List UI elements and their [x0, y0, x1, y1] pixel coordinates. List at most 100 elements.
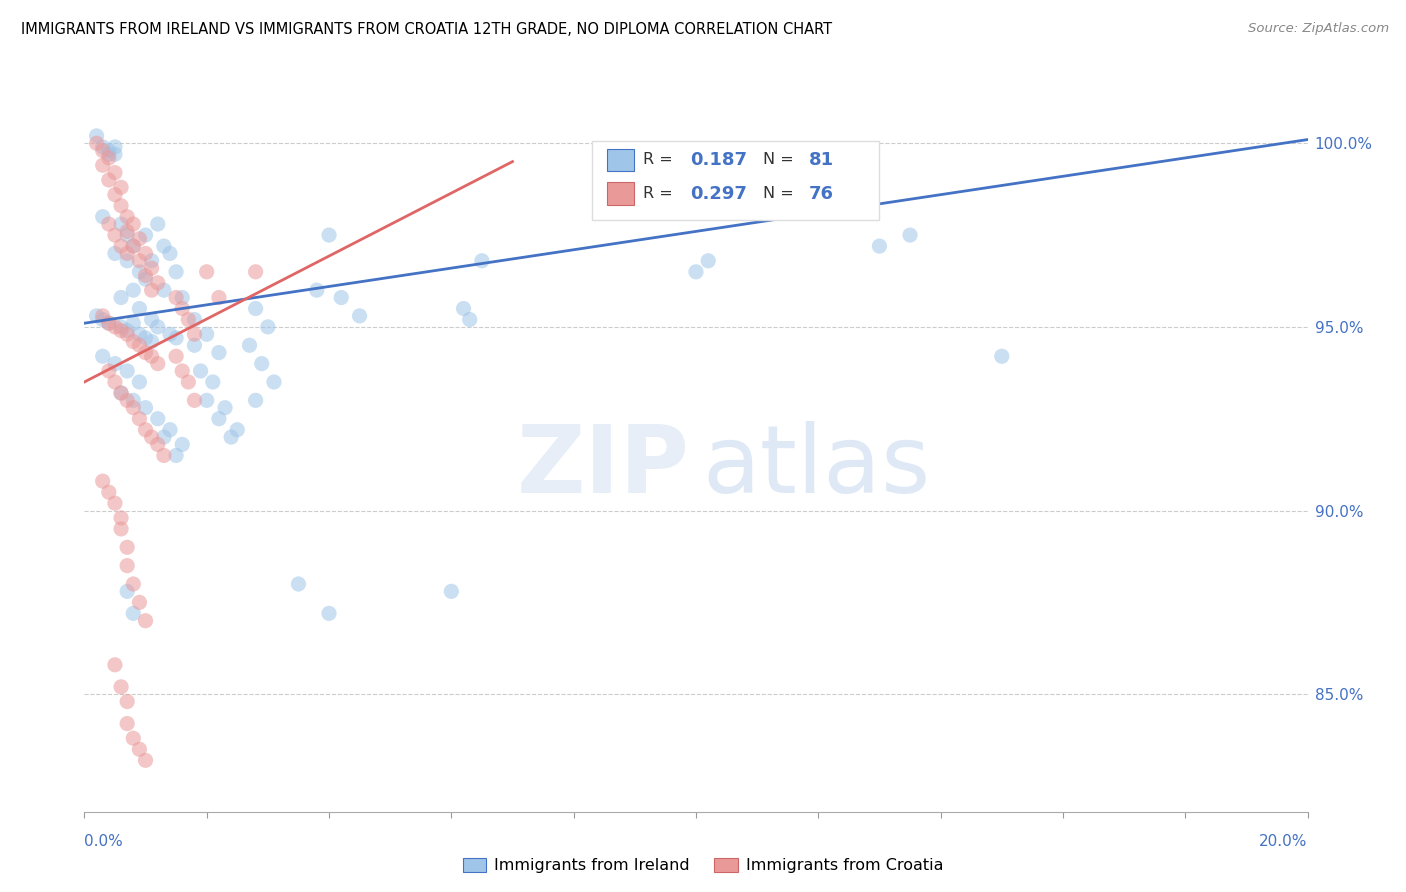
Point — [104, 496, 127, 510]
Point — [104, 140, 127, 154]
Point — [245, 393, 267, 408]
Point — [115, 324, 138, 338]
Point — [91, 158, 114, 172]
Point — [245, 265, 267, 279]
Point — [104, 228, 127, 243]
Point — [110, 319, 132, 334]
Text: 76: 76 — [808, 185, 834, 202]
Point — [97, 316, 120, 330]
Point — [318, 607, 340, 621]
Point — [97, 217, 120, 231]
Point — [110, 217, 132, 231]
Point — [208, 291, 231, 305]
Point — [440, 584, 463, 599]
Point — [91, 474, 114, 488]
Point — [128, 301, 150, 316]
Point — [97, 364, 120, 378]
Point — [146, 217, 169, 231]
Point — [135, 345, 157, 359]
Point — [141, 349, 163, 363]
Point — [141, 261, 163, 276]
Point — [122, 316, 145, 330]
Point — [122, 393, 145, 408]
Point — [153, 239, 176, 253]
Point — [115, 716, 138, 731]
Point — [122, 283, 145, 297]
Point — [110, 386, 132, 401]
Point — [91, 312, 114, 326]
Point — [104, 246, 127, 260]
Point — [146, 276, 169, 290]
Text: 0.297: 0.297 — [690, 185, 747, 202]
Point — [110, 239, 132, 253]
Point — [135, 423, 157, 437]
Point — [122, 577, 145, 591]
Point — [86, 309, 108, 323]
Point — [159, 327, 181, 342]
Point — [287, 577, 309, 591]
Text: atlas: atlas — [702, 421, 931, 513]
Point — [183, 312, 205, 326]
Point — [190, 364, 212, 378]
Point — [110, 180, 132, 194]
Point — [115, 541, 138, 555]
Point — [110, 511, 132, 525]
Bar — [606, 149, 634, 171]
Point — [115, 246, 138, 260]
Point — [122, 334, 145, 349]
Point — [91, 140, 114, 154]
Point — [91, 349, 114, 363]
Point — [141, 430, 163, 444]
Point — [115, 327, 138, 342]
Point — [146, 319, 169, 334]
Text: IMMIGRANTS FROM IRELAND VS IMMIGRANTS FROM CROATIA 12TH GRADE, NO DIPLOMA CORREL: IMMIGRANTS FROM IRELAND VS IMMIGRANTS FR… — [21, 22, 832, 37]
Point — [898, 228, 921, 243]
Point — [153, 449, 176, 463]
Point — [104, 187, 127, 202]
Point — [97, 151, 120, 165]
Point — [172, 301, 194, 316]
Point — [208, 411, 231, 425]
Point — [128, 265, 150, 279]
Point — [226, 423, 249, 437]
Text: ZIP: ZIP — [517, 421, 690, 513]
Point — [110, 386, 132, 401]
Point — [128, 338, 150, 352]
Point — [135, 228, 157, 243]
Point — [104, 319, 127, 334]
Point — [104, 147, 127, 161]
Point — [991, 349, 1014, 363]
Point — [97, 316, 120, 330]
Point — [135, 268, 157, 283]
Point — [195, 393, 218, 408]
Point — [330, 291, 353, 305]
Point — [128, 411, 150, 425]
Point — [115, 584, 138, 599]
Point — [91, 144, 114, 158]
Point — [165, 449, 187, 463]
Point — [177, 375, 200, 389]
Text: R =: R = — [644, 153, 678, 168]
Point — [141, 283, 163, 297]
Legend: Immigrants from Ireland, Immigrants from Croatia: Immigrants from Ireland, Immigrants from… — [456, 851, 950, 880]
Point — [177, 312, 200, 326]
Point — [104, 166, 127, 180]
Point — [159, 423, 181, 437]
Text: 81: 81 — [808, 151, 834, 169]
Point — [122, 217, 145, 231]
Point — [115, 393, 138, 408]
Point — [214, 401, 236, 415]
Point — [208, 345, 231, 359]
Point — [115, 253, 138, 268]
FancyBboxPatch shape — [592, 141, 880, 219]
Point — [135, 272, 157, 286]
Point — [122, 401, 145, 415]
Point — [115, 694, 138, 708]
Point — [153, 430, 176, 444]
Text: 20.0%: 20.0% — [1260, 834, 1308, 849]
Point — [159, 246, 181, 260]
Point — [146, 411, 169, 425]
Point — [141, 334, 163, 349]
Point — [104, 357, 127, 371]
Point — [458, 312, 481, 326]
